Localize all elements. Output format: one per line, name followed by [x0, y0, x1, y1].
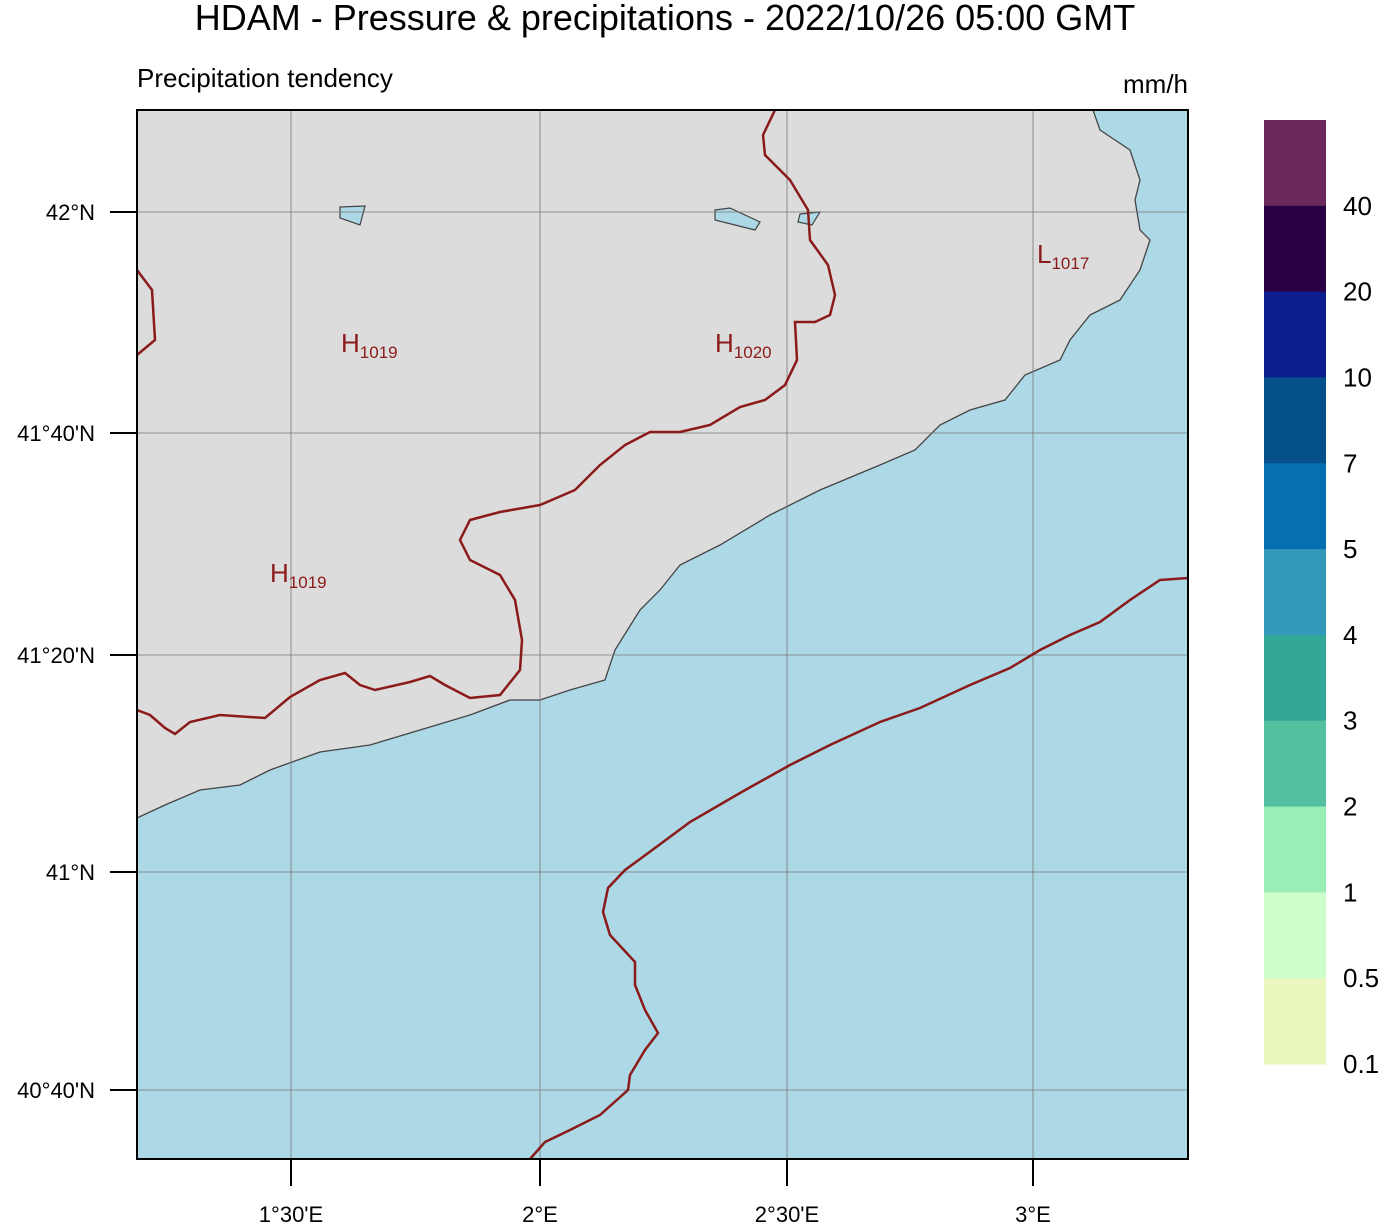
- map: H1019 H1020 L1017 H1019: [136, 109, 1189, 1160]
- colorbar-label: 10: [1343, 362, 1372, 392]
- color-swatch: [1264, 377, 1326, 464]
- color-swatch: [1264, 892, 1326, 979]
- pressure-center: L1017: [1037, 239, 1089, 273]
- colorbar-label: 1: [1343, 877, 1357, 907]
- colorbar-label: 20: [1343, 277, 1372, 307]
- lat-label: 41°20'N: [17, 643, 95, 668]
- lat-label: 42°N: [46, 200, 95, 225]
- color-swatch: [1264, 120, 1326, 207]
- isobar: [136, 269, 157, 356]
- pressure-center: H1020: [715, 328, 772, 362]
- colorbar-label: 2: [1343, 792, 1357, 822]
- lon-label: 2°30'E: [755, 1202, 819, 1225]
- color-swatch: [1264, 463, 1326, 550]
- lat-label: 40°40'N: [17, 1078, 95, 1103]
- color-swatch: [1264, 806, 1326, 893]
- land: [136, 109, 1151, 820]
- colorbar: 40 20 10 7 5 4 3 2 1 0.5 0.1: [1264, 120, 1379, 1079]
- color-swatch: [1264, 205, 1326, 293]
- colorbar-label: 40: [1343, 191, 1372, 221]
- unit: mm/h: [1123, 69, 1188, 99]
- title: HDAM - Pressure & precipitations - 2022/…: [195, 0, 1135, 38]
- color-swatch: [1264, 978, 1326, 1065]
- lake: [339, 205, 366, 226]
- lat-label: 41°40'N: [17, 421, 95, 446]
- color-swatch: [1264, 291, 1326, 378]
- lon-label: 3°E: [1015, 1202, 1051, 1225]
- color-swatch: [1264, 720, 1326, 808]
- colorbar-label: 4: [1343, 620, 1357, 650]
- color-swatch: [1264, 549, 1326, 636]
- isobar: [136, 109, 837, 736]
- map-frame: [136, 109, 1189, 1160]
- colorbar-label: 5: [1343, 534, 1357, 564]
- pressure-center: H1019: [341, 328, 398, 362]
- colorbar-label: 7: [1343, 448, 1357, 478]
- pressure-center: H1019: [270, 558, 327, 592]
- lat-label: 41°N: [46, 860, 95, 885]
- colorbar-label: 0.5: [1343, 963, 1379, 993]
- colorbar-label: 3: [1343, 706, 1357, 736]
- lake: [714, 207, 761, 231]
- isobar: [529, 576, 1189, 1160]
- lon-label: 1°30'E: [259, 1202, 323, 1225]
- color-swatch: [1264, 634, 1326, 722]
- colorbar-label: 0.1: [1343, 1049, 1379, 1079]
- subtitle: Precipitation tendency: [137, 63, 393, 93]
- lon-label: 2°E: [522, 1202, 558, 1225]
- axes: 42°N 41°40'N 41°20'N 41°N 40°40'N 1°30'E 2°E 2°…: [17, 200, 1051, 1227]
